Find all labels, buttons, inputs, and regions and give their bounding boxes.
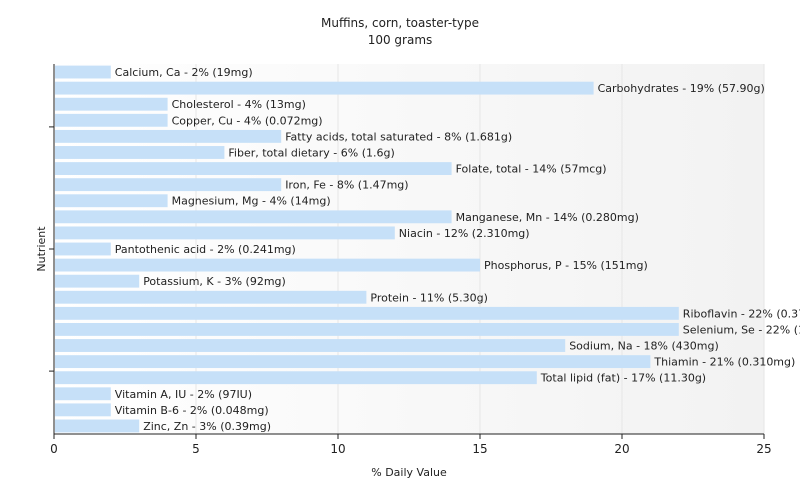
bar-label: Cholesterol - 4% (13mg): [172, 98, 306, 111]
bar: [55, 226, 395, 240]
x-tick-label: 25: [756, 442, 771, 456]
y-axis-label: Nutrient: [35, 226, 48, 272]
bar-label: Selenium, Se - 22% (15.2mcg): [683, 323, 800, 336]
bar: [55, 258, 480, 272]
bar-label: Protein - 11% (5.30g): [370, 291, 488, 304]
x-tick-label: 10: [330, 442, 345, 456]
bar: [55, 146, 225, 159]
x-tick-label: 20: [614, 442, 629, 456]
bar-label: Magnesium, Mg - 4% (14mg): [172, 195, 331, 208]
bar: [55, 129, 282, 143]
bar: [55, 323, 679, 336]
bar-label: Thiamin - 21% (0.310mg): [653, 356, 795, 369]
bar-label: Sodium, Na - 18% (430mg): [569, 340, 719, 353]
bar-label: Fatty acids, total saturated - 8% (1.681…: [285, 130, 512, 143]
bar-label: Total lipid (fat) - 17% (11.30g): [540, 372, 706, 385]
x-tick-label: 15: [472, 442, 487, 456]
bar: [55, 371, 537, 385]
bar-label: Carbohydrates - 19% (57.90g): [598, 82, 765, 95]
bar-label: Zinc, Zn - 3% (0.39mg): [143, 420, 271, 433]
bar: [55, 355, 651, 369]
bar-label: Manganese, Mn - 14% (0.280mg): [456, 211, 639, 224]
chart-title: Muffins, corn, toaster-type: [321, 16, 479, 30]
bar: [55, 97, 168, 111]
bar-label: Copper, Cu - 4% (0.072mg): [172, 114, 323, 127]
bar-label: Potassium, K - 3% (92mg): [143, 275, 286, 288]
bar: [55, 306, 679, 320]
bar-label: Fiber, total dietary - 6% (1.6g): [228, 146, 394, 159]
bar: [55, 242, 111, 256]
bar-label: Folate, total - 14% (57mcg): [456, 163, 607, 176]
bar: [55, 419, 140, 433]
bar-label: Calcium, Ca - 2% (19mg): [115, 66, 253, 79]
bar-label: Pantothenic acid - 2% (0.241mg): [115, 243, 296, 256]
bar: [55, 113, 168, 127]
axes: 0 5 10 15 20 25: [49, 64, 772, 456]
bar-label: Niacin - 12% (2.310mg): [399, 227, 530, 240]
bar: [55, 210, 452, 224]
x-tick-label: 0: [50, 442, 58, 456]
bar-label: Vitamin B-6 - 2% (0.048mg): [115, 404, 269, 417]
x-tick-label: 5: [192, 442, 200, 456]
bar: [55, 65, 111, 79]
bar: [55, 290, 367, 304]
bar: [55, 194, 168, 208]
bars: Calcium, Ca - 2% (19mg) Carbohydrates - 1…: [55, 65, 800, 433]
chart-subtitle: 100 grams: [368, 33, 433, 47]
bar-label: Iron, Fe - 8% (1.47mg): [285, 179, 408, 192]
bar: [55, 339, 566, 352]
bar-label: Riboflavin - 22% (0.370mg): [683, 307, 800, 320]
bar: [55, 403, 111, 417]
bar-label: Phosphorus, P - 15% (151mg): [484, 259, 648, 272]
bar: [55, 162, 452, 175]
bar: [55, 387, 111, 401]
bar: [55, 274, 140, 288]
x-axis-label: % Daily Value: [371, 466, 447, 479]
bar-label: Vitamin A, IU - 2% (97IU): [115, 388, 252, 401]
bar: [55, 81, 594, 95]
bar: [55, 178, 282, 192]
